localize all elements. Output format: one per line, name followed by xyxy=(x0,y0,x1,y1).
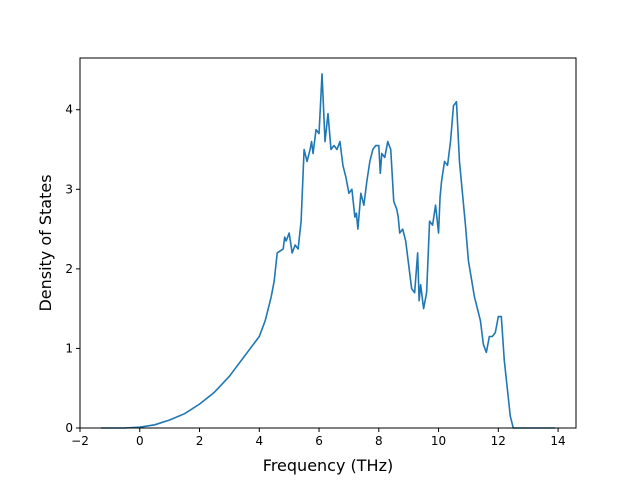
x-axis: −2 0 2 4 6 8 10 12 14 xyxy=(71,428,566,448)
x-tick-label: 14 xyxy=(550,434,565,448)
y-tick-label: 1 xyxy=(65,341,73,355)
y-tick-label: 3 xyxy=(65,182,73,196)
dos-series-line-0 xyxy=(100,73,556,429)
x-tick-label: 4 xyxy=(255,434,263,448)
x-axis-label: Frequency (THz) xyxy=(263,456,393,475)
y-axis: 0 1 2 3 4 xyxy=(65,103,80,435)
x-tick-label: 10 xyxy=(431,434,446,448)
y-tick-label: 0 xyxy=(65,421,73,435)
x-tick-label: 0 xyxy=(136,434,144,448)
x-tick-label: −2 xyxy=(71,434,89,448)
plot-area xyxy=(100,73,556,429)
x-tick-label: 8 xyxy=(375,434,383,448)
y-tick-label: 2 xyxy=(65,262,73,276)
y-tick-label: 4 xyxy=(65,103,73,117)
x-tick-label: 6 xyxy=(315,434,323,448)
x-tick-label: 12 xyxy=(491,434,506,448)
plot-frame xyxy=(79,57,577,429)
y-axis-label: Density of States xyxy=(36,174,55,311)
x-tick-label: 2 xyxy=(196,434,204,448)
